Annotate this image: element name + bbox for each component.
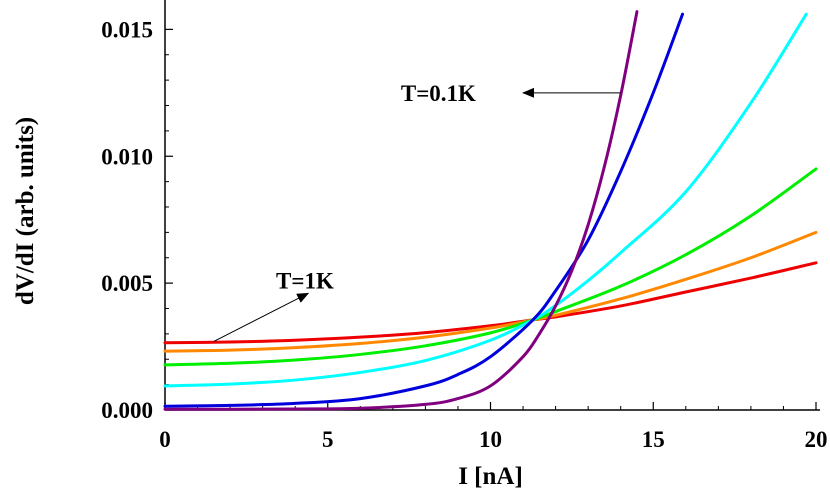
y-tick-label: 0.000: [101, 398, 153, 423]
y-axis-title: dV/dI (arb. units): [12, 117, 39, 305]
y-tick-label: 0.010: [101, 144, 153, 169]
x-axis: 0 5 10 15 20: [159, 402, 828, 452]
annotation-label-1: T=0.1K: [401, 81, 476, 106]
series-line-1: [163, 261, 818, 345]
series-line-2: [163, 230, 818, 353]
x-axis-title: I [nA]: [458, 463, 523, 490]
x-tick-label: 20: [805, 427, 828, 452]
x-tick-label: 0: [159, 427, 171, 452]
x-tick-label: 15: [642, 427, 665, 452]
series-line-3: [163, 167, 818, 367]
annotations: T=0.1K T=1K: [213, 81, 621, 342]
annotation-label-2: T=1K: [276, 269, 334, 294]
y-tick-label: 0.015: [101, 17, 153, 42]
series-group: [163, 10, 818, 411]
series-line-6: [163, 10, 639, 411]
x-tick-label: 10: [479, 427, 502, 452]
x-tick-label: 5: [322, 427, 334, 452]
y-axis: 0.000 0.005 0.010 0.015: [101, 17, 173, 423]
series-line-5: [163, 12, 685, 408]
y-tick-label: 0.005: [101, 271, 153, 296]
annotation-arrow-2: [213, 292, 310, 342]
